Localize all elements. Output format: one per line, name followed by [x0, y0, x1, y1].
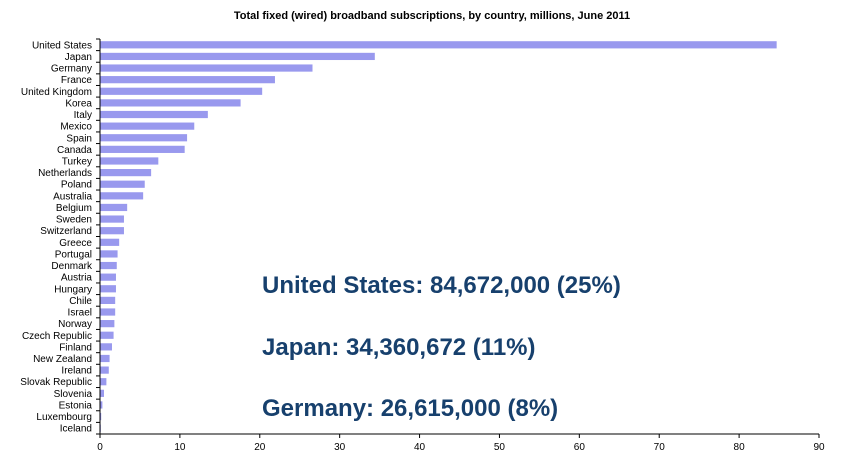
bar-sweden [100, 215, 124, 223]
bar-new-zealand [100, 354, 110, 363]
bar-canada [100, 145, 185, 153]
category-label-turkey: Turkey [62, 156, 92, 167]
x-tick-label-60: 60 [574, 442, 586, 453]
category-label-germany: Germany [51, 64, 92, 75]
category-label-australia: Australia [53, 191, 92, 202]
x-tick-label-80: 80 [734, 442, 746, 453]
bar-austria [100, 273, 116, 281]
bar-ireland [100, 366, 109, 374]
category-label-japan: Japan [65, 52, 92, 63]
category-label-luxembourg: Luxembourg [36, 412, 92, 423]
bar-poland [100, 180, 145, 188]
bar-netherlands [100, 169, 152, 177]
annotation-united-states: United States: 84,672,000 (25%) [262, 272, 621, 299]
bar-israel [100, 308, 116, 316]
category-label-korea: Korea [65, 98, 92, 109]
category-label-sweden: Sweden [56, 215, 92, 226]
category-label-netherlands: Netherlands [38, 168, 92, 179]
bar-france [100, 76, 275, 84]
category-label-spain: Spain [66, 133, 92, 144]
category-label-poland: Poland [61, 180, 92, 191]
x-tick-label-20: 20 [254, 442, 266, 453]
category-label-united-kingdom: United Kingdom [21, 87, 92, 98]
bar-korea [100, 99, 241, 107]
x-tick-label-50: 50 [494, 442, 506, 453]
category-label-ireland: Ireland [61, 366, 92, 377]
bar-luxembourg [100, 412, 102, 421]
x-tick-label-70: 70 [654, 442, 666, 453]
bar-slovenia [100, 389, 104, 397]
category-label-france: France [61, 75, 93, 86]
chart-title: Total fixed (wired) broadband subscripti… [233, 10, 631, 22]
bar-greece [100, 238, 120, 246]
category-label-austria: Austria [61, 273, 93, 284]
category-label-iceland: Iceland [60, 424, 92, 435]
axes-group [96, 38, 820, 438]
category-label-czech-republic: Czech Republic [22, 331, 92, 342]
category-label-slovak-republic: Slovak Republic [20, 377, 92, 388]
x-tick-label-10: 10 [174, 442, 186, 453]
category-label-chile: Chile [69, 296, 92, 307]
annotation-germany: Germany: 26,615,000 (8%) [262, 395, 559, 422]
category-label-switzerland: Switzerland [40, 226, 92, 237]
bar-slovak-republic [100, 378, 107, 386]
category-label-italy: Italy [74, 110, 92, 121]
bar-denmark [100, 261, 117, 270]
bar-spain [100, 134, 188, 142]
bar-italy [100, 110, 208, 119]
x-tick-label-90: 90 [813, 442, 825, 453]
bars-group [100, 41, 777, 432]
bar-australia [100, 192, 144, 200]
bar-germany [100, 64, 313, 72]
category-label-canada: Canada [57, 145, 92, 156]
category-label-denmark: Denmark [51, 261, 93, 272]
bar-turkey [100, 157, 159, 165]
category-label-portugal: Portugal [55, 249, 92, 260]
bar-hungary [100, 285, 116, 293]
category-label-greece: Greece [59, 238, 92, 249]
x-tick-label-30: 30 [334, 442, 346, 453]
category-label-israel: Israel [68, 308, 92, 319]
bar-finland [100, 343, 112, 351]
bar-czech-republic [100, 331, 114, 339]
bar-estonia [100, 401, 103, 409]
bar-belgium [100, 203, 128, 212]
category-label-united-states: United States [32, 40, 92, 51]
category-label-slovenia: Slovenia [54, 389, 93, 400]
category-label-belgium: Belgium [56, 203, 92, 214]
bar-norway [100, 320, 115, 328]
bar-mexico [100, 122, 195, 130]
category-label-norway: Norway [58, 319, 92, 330]
bar-switzerland [100, 227, 124, 235]
category-label-finland: Finland [59, 342, 92, 353]
bar-japan [100, 52, 375, 61]
bar-united-states [100, 41, 777, 49]
bar-portugal [100, 250, 118, 258]
category-label-new-zealand: New Zealand [33, 354, 92, 365]
category-label-mexico: Mexico [60, 122, 92, 133]
bar-chile [100, 296, 116, 304]
bar-united-kingdom [100, 87, 263, 95]
category-label-hungary: Hungary [54, 284, 92, 295]
x-tick-label-40: 40 [414, 442, 426, 453]
x-tick-label-0: 0 [97, 442, 103, 453]
category-label-estonia: Estonia [59, 400, 93, 411]
annotation-japan: Japan: 34,360,672 (11%) [262, 334, 536, 361]
x-tick-labels-group: 0 10 20 30 40 50 60 70 80 90 [97, 442, 825, 453]
